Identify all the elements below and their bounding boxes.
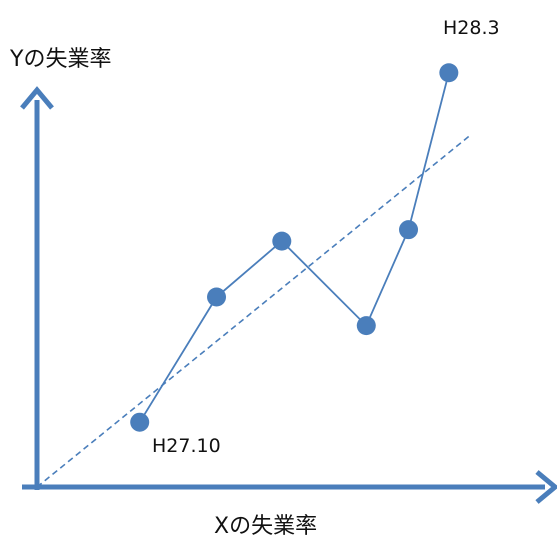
y-axis-label: Yの失業率 [9,47,111,72]
data-point-1 [130,412,150,432]
y-axis-arrowhead [20,86,54,110]
trend-line [36,135,470,488]
annotation-end: H28.3 [443,17,500,39]
data-point-4 [356,316,376,336]
x-axis-arrowhead [535,470,557,504]
data-point-6 [439,63,459,83]
annotation-start: H27.10 [152,435,221,457]
series-path [138,72,450,423]
data-point-5 [399,220,419,240]
x-axis-label: Xの失業率 [214,514,317,539]
data-point-2 [207,287,227,307]
data-point-3 [272,231,292,251]
